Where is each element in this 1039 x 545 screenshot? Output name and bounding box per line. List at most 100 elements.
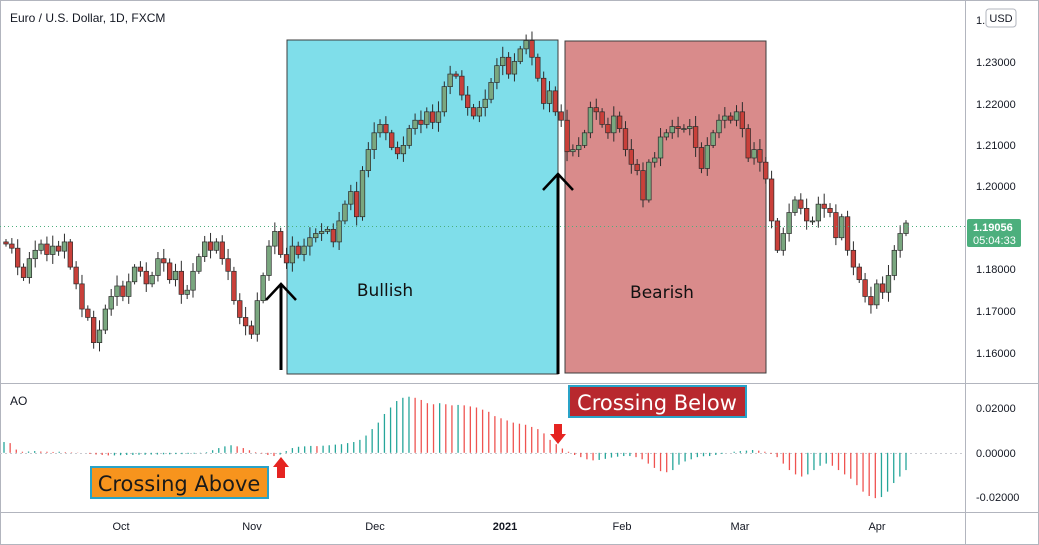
candle-bearish: [675, 126, 681, 129]
candle-bullish: [213, 241, 220, 251]
bullish-signal-arrow: [265, 282, 297, 370]
candle-bullish: [342, 203, 348, 222]
candle-bearish: [605, 124, 611, 134]
candle-bullish: [780, 233, 786, 251]
candle-bearish: [79, 283, 85, 310]
candle-bullish: [669, 126, 675, 134]
candle-bearish: [728, 115, 734, 121]
candle-bearish: [389, 132, 395, 148]
candle-bearish: [552, 90, 559, 113]
ao-axis[interactable]: 0.02000 0.00000 -0.02000: [976, 403, 1019, 504]
candle-bullish: [155, 258, 161, 276]
candle-bullish: [570, 149, 576, 153]
candle-bullish: [488, 82, 494, 100]
crossing-below-arrow: [550, 424, 566, 444]
bullish-label: Bullish: [357, 281, 413, 301]
time-tick: Oct: [112, 521, 129, 533]
candle-bearish: [868, 296, 874, 306]
candle-bullish: [441, 86, 447, 113]
price-tick: 1.22000: [976, 99, 1016, 111]
candle-bullish: [546, 90, 553, 104]
time-axis[interactable]: Oct Nov Dec 2021 Feb Mar Apr: [112, 521, 885, 533]
candle-bullish: [289, 245, 296, 264]
candle-bullish: [523, 40, 529, 50]
candle-bullish: [266, 245, 272, 276]
candle-bearish: [3, 241, 9, 245]
candle-bearish: [465, 94, 471, 108]
candle-bearish: [178, 270, 184, 295]
candle-bearish: [616, 115, 623, 129]
price-tick: 1.16000: [976, 348, 1016, 360]
candle-bearish: [237, 300, 243, 318]
candle-bearish: [295, 245, 301, 255]
candle-bearish: [821, 203, 827, 209]
candle-bearish: [418, 119, 424, 125]
candle-bullish: [131, 266, 138, 283]
candle-bullish: [587, 107, 594, 134]
candle-bearish: [9, 243, 15, 249]
time-tick: Feb: [613, 521, 632, 533]
candle-bearish: [242, 317, 249, 327]
candle-bullish: [336, 220, 342, 243]
candle-bearish: [558, 111, 564, 121]
candle-bullish: [96, 329, 103, 343]
price-tick: 1.23000: [976, 57, 1016, 69]
candle-bearish: [862, 279, 868, 297]
candle-bullish: [149, 275, 155, 285]
candle-bearish: [20, 266, 27, 278]
candle-bearish: [529, 40, 535, 58]
ao-tick: 0.00000: [976, 448, 1016, 460]
candle-bullish: [50, 245, 56, 255]
candle-bullish: [184, 289, 190, 295]
candle-bullish: [652, 157, 658, 163]
candle-bearish: [470, 107, 477, 117]
candle-bearish: [803, 207, 810, 222]
candle-bearish: [698, 147, 705, 169]
candle-bullish: [254, 300, 260, 335]
candle-bearish: [622, 128, 629, 150]
ao-label: AO: [10, 394, 27, 408]
candle-bullish: [500, 56, 506, 67]
candle-bullish: [581, 132, 588, 146]
candle-bearish: [593, 107, 599, 113]
candle-bullish: [874, 283, 880, 306]
candle-bearish: [850, 249, 857, 268]
current-price-badge: 1.19056 05:04:33: [967, 219, 1021, 247]
candle-bullish: [722, 115, 728, 121]
candle-bearish: [330, 228, 336, 243]
candle-bearish: [453, 73, 459, 77]
candle-bearish: [798, 199, 804, 209]
candle-bearish: [640, 170, 646, 201]
candle-bullish: [260, 275, 266, 302]
candle-bullish: [646, 161, 652, 201]
candle-bullish: [681, 128, 687, 130]
price-axis[interactable]: 1. 1.23000 1.22000 1.21000 1.20000 1.180…: [976, 15, 1016, 360]
time-tick: Nov: [242, 521, 262, 533]
candle-bearish: [768, 178, 775, 222]
ao-histogram: [3, 396, 907, 499]
candle-bullish: [359, 170, 366, 218]
candle-bearish: [505, 56, 512, 75]
crossing-above-text: Crossing Above: [98, 472, 261, 496]
crossing-above-arrow: [273, 457, 289, 478]
candle-bearish: [692, 126, 699, 148]
candle-bullish: [365, 149, 371, 171]
candle-bearish: [225, 258, 231, 272]
candle-bullish: [32, 249, 38, 260]
candle-bearish: [91, 317, 97, 343]
candle-bullish: [839, 216, 845, 239]
candle-bullish: [301, 245, 307, 255]
candle-bearish: [278, 231, 284, 255]
candle-bullish: [891, 249, 897, 276]
candle-bearish: [73, 266, 79, 285]
price-tick-partial: 1.: [976, 15, 985, 27]
currency-button[interactable]: USD: [985, 8, 1017, 28]
candle-bullish: [447, 73, 453, 88]
candle-bearish: [844, 216, 851, 251]
candle-bearish: [231, 270, 237, 302]
candle-bullish: [377, 124, 383, 134]
candle-bearish: [248, 325, 255, 335]
candle-bullish: [307, 237, 313, 247]
